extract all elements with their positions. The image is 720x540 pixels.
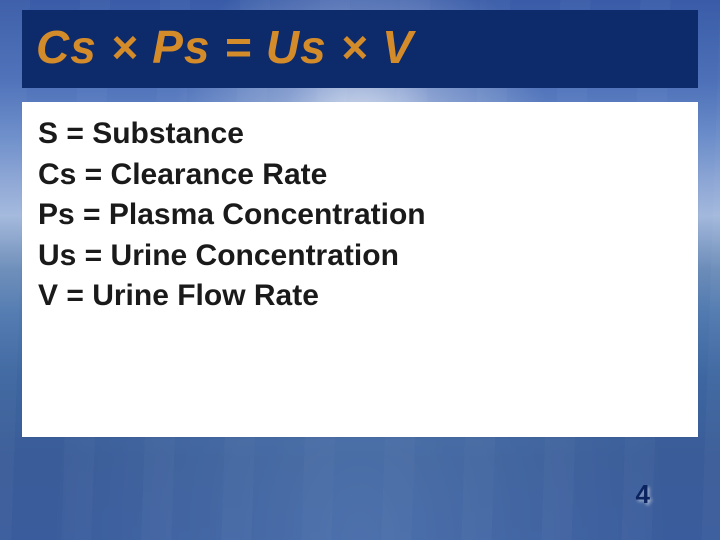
page-number: 4	[636, 479, 650, 510]
definition-line: S = Substance	[38, 114, 682, 155]
definition-line: Cs = Clearance Rate	[38, 155, 682, 196]
definition-line: V = Urine Flow Rate	[38, 276, 682, 317]
definitions-box: S = Substance Cs = Clearance Rate Ps = P…	[22, 102, 698, 437]
formula-title: Cs × Ps = Us × V	[36, 20, 684, 74]
definition-line: Us = Urine Concentration	[38, 236, 682, 277]
title-box: Cs × Ps = Us × V	[22, 10, 698, 88]
slide-content: Cs × Ps = Us × V S = Substance Cs = Clea…	[0, 0, 720, 540]
definition-line: Ps = Plasma Concentration	[38, 195, 682, 236]
